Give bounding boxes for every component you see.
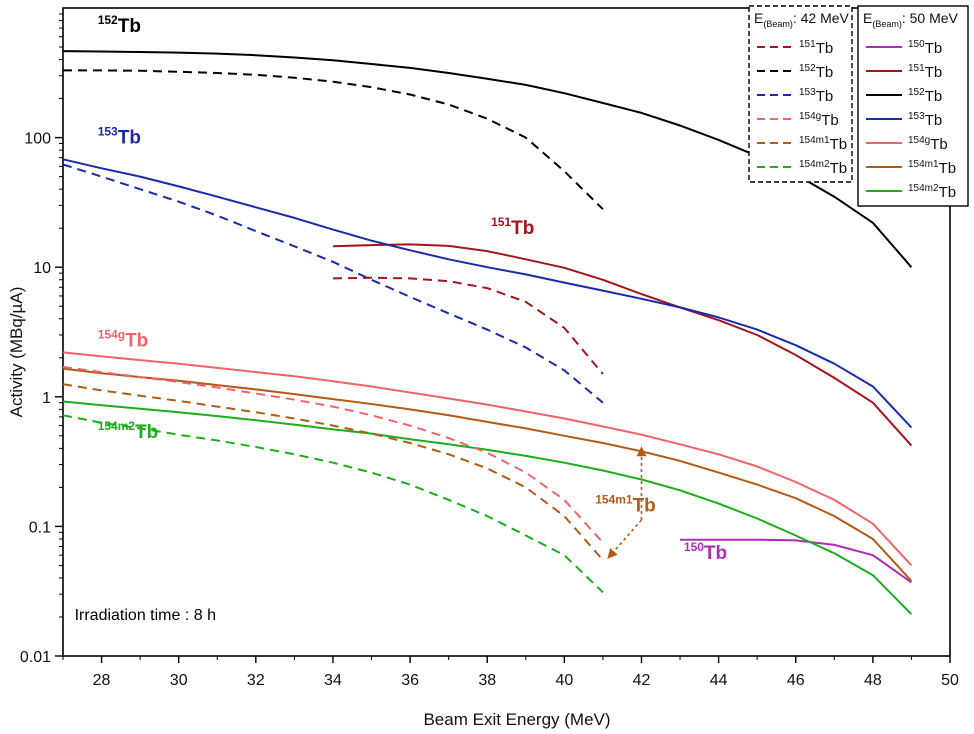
legend-50mev: E(Beam): 50 MeV 150Tb 151Tb 152Tb 153Tb 154gT… xyxy=(857,5,969,207)
legend-title: E(Beam): 50 MeV xyxy=(863,10,959,29)
legend-label-154g: 154gTb xyxy=(799,111,839,129)
legend-label-153: 153Tb xyxy=(799,87,833,105)
x-tick-label: 32 xyxy=(247,672,265,689)
y-tick-label: 1 xyxy=(42,390,51,407)
legend-box xyxy=(857,5,969,207)
legend-label-154m2: 154m2Tb xyxy=(908,183,956,201)
series-line-154m1-42mev xyxy=(62,383,604,561)
legend-label-150: 150Tb xyxy=(908,39,942,57)
annotation-153: 153Tb xyxy=(98,125,141,149)
series-line-154m1-50mev xyxy=(62,367,913,582)
x-tick-label: 28 xyxy=(93,672,111,689)
annotation-152: 152Tb xyxy=(98,13,141,37)
series-line-154g-50mev xyxy=(62,351,913,567)
series-line-154g-42mev xyxy=(62,365,604,544)
legend-label-154m1: 154m1Tb xyxy=(799,135,847,153)
legends: E(Beam): 42 MeV 151Tb 152Tb 153Tb 154gTb 154m… xyxy=(748,5,969,207)
annotation-151: 151Tb xyxy=(491,215,534,239)
axes: 28 30 32 34 36 38 40 42 44 46 48 50 0.01 0.1 1 10 100 xyxy=(20,7,959,689)
x-tick-label: 44 xyxy=(710,672,728,689)
y-axis-label: Activity (MBq/µA) xyxy=(7,287,26,418)
x-tick-label: 30 xyxy=(170,672,188,689)
y-tick-label: 10 xyxy=(33,260,51,277)
legend-label-152: 152Tb xyxy=(799,63,833,81)
series-line-150-50mev xyxy=(680,538,912,584)
legend-label-154g: 154gTb xyxy=(908,135,948,153)
legend-box xyxy=(748,5,853,183)
annotation-154m1: 154m1Tb xyxy=(595,493,656,517)
series-line-152-42mev xyxy=(63,69,604,210)
series-line-154m2-50mev xyxy=(62,400,913,615)
series-line-153-50mev xyxy=(62,158,913,429)
annotations: 152Tb 153Tb 151Tb 154gTb 154m2Tb 154m1Tb 150Tb… xyxy=(75,13,728,624)
x-tick-label: 48 xyxy=(864,672,882,689)
legend-label-153: 153Tb xyxy=(908,111,942,129)
x-tick-label: 50 xyxy=(941,672,959,689)
legend-label-154m2: 154m2Tb xyxy=(799,159,847,177)
legend-label-151: 151Tb xyxy=(799,39,833,57)
legend-title: E(Beam): 42 MeV xyxy=(754,10,850,29)
x-tick-label: 42 xyxy=(633,672,651,689)
annotation-150: 150Tb xyxy=(684,540,727,564)
legend-label-154m1: 154m1Tb xyxy=(908,159,956,177)
plot-frame xyxy=(62,7,951,657)
series-line-151-42mev xyxy=(332,276,604,375)
x-tick-label: 40 xyxy=(555,672,573,689)
series-line-151-50mev xyxy=(332,243,913,447)
series-line-154m2-42mev xyxy=(62,414,604,594)
annotation-154m2: 154m2Tb xyxy=(98,419,159,443)
legend-42mev: E(Beam): 42 MeV 151Tb 152Tb 153Tb 154gTb 154m… xyxy=(748,5,853,183)
legend-label-152: 152Tb xyxy=(908,87,942,105)
series-line-153-42mev xyxy=(62,163,604,404)
x-tick-label: 36 xyxy=(401,672,419,689)
y-tick-label: 100 xyxy=(24,131,51,148)
y-tick-label: 0.01 xyxy=(20,649,51,666)
x-tick-label: 38 xyxy=(478,672,496,689)
x-tick-label: 46 xyxy=(787,672,805,689)
arrow-down xyxy=(607,519,643,559)
x-axis-label: Beam Exit Energy (MeV) xyxy=(423,710,610,729)
legend-label-151: 151Tb xyxy=(908,63,942,81)
x-tick-label: 34 xyxy=(324,672,342,689)
annotation-154g: 154gTb xyxy=(98,327,149,351)
annotation-note: Irradiation time : 8 h xyxy=(75,607,216,624)
y-tick-label: 0.1 xyxy=(29,519,51,536)
